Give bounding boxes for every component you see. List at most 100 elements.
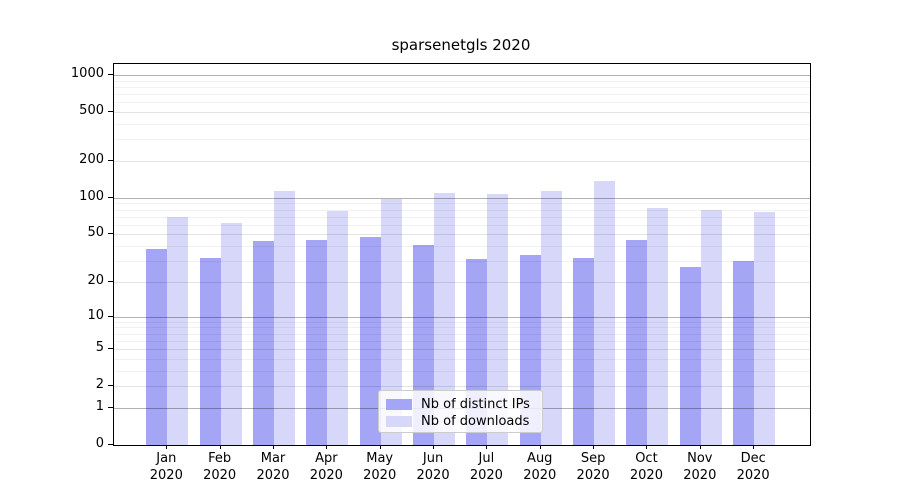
y-tick-mark-1 — [108, 406, 113, 408]
gridline-4 — [114, 358, 810, 360]
y-tick-mark-0 — [108, 444, 113, 445]
gridline-100 — [114, 197, 810, 199]
y-tick-mark-20 — [108, 280, 113, 282]
gridline-5 — [114, 349, 810, 351]
chart-title: sparsenetgls 2020 — [391, 36, 531, 54]
y-tick-label-1: 1 — [95, 398, 104, 414]
gridline-30 — [114, 261, 810, 263]
gridline-2 — [114, 386, 810, 388]
bar-jan-distinct-ips — [146, 248, 168, 445]
gridline-8 — [114, 327, 810, 329]
y-tick-mark-10 — [108, 315, 113, 317]
y-tick-label-20: 20 — [87, 272, 104, 288]
bar-dec-downloads — [754, 212, 776, 445]
bar-jan-downloads — [167, 216, 189, 445]
x-tick-label-jul: Jul 2020 — [469, 451, 503, 483]
x-tick-label-nov: Nov 2020 — [683, 451, 717, 483]
y-tick-label-0: 0 — [95, 436, 104, 451]
x-tick-mark-may — [379, 445, 381, 449]
bar-nov-downloads — [700, 210, 722, 445]
x-tick-mark-sep — [593, 445, 595, 449]
x-tick-label-jun: Jun 2020 — [416, 451, 450, 483]
bar-may-downloads — [380, 198, 402, 445]
gridline-60 — [114, 224, 810, 226]
y-tick-mark-200 — [108, 160, 113, 162]
x-tick-mark-oct — [646, 445, 648, 449]
y-tick-mark-50 — [108, 233, 113, 235]
gridline-80 — [114, 209, 810, 211]
y-tick-mark-5 — [108, 348, 113, 350]
legend-item-distinct-ips: Nb of distinct IPs — [386, 396, 534, 413]
gridline-1000 — [114, 75, 810, 77]
x-tick-mark-nov — [699, 445, 701, 449]
gridline-70 — [114, 216, 810, 218]
gridline-400 — [114, 124, 810, 126]
x-tick-mark-dec — [753, 445, 755, 449]
y-tick-mark-1000 — [108, 74, 113, 76]
gridline-200 — [114, 161, 810, 163]
bar-oct-distinct-ips — [626, 239, 648, 445]
x-tick-mark-feb — [219, 445, 221, 449]
gridline-50 — [114, 234, 810, 236]
legend-swatch-downloads — [386, 416, 412, 427]
bar-jul-downloads — [487, 194, 509, 445]
gridline-6 — [114, 340, 810, 342]
bar-feb-downloads — [220, 223, 242, 445]
plot-area — [113, 63, 811, 446]
gridline-3 — [114, 370, 810, 372]
bar-apr-distinct-ips — [306, 239, 328, 445]
gridline-800 — [114, 86, 810, 88]
bar-sep-downloads — [594, 180, 616, 445]
legend: Nb of distinct IPs Nb of downloads — [378, 390, 543, 433]
bar-oct-downloads — [647, 207, 669, 445]
x-tick-label-sep: Sep 2020 — [576, 451, 610, 483]
gridline-300 — [114, 139, 810, 141]
y-tick-label-500: 500 — [79, 103, 104, 119]
x-tick-label-feb: Feb 2020 — [203, 451, 237, 483]
gridline-90 — [114, 203, 810, 205]
x-tick-label-dec: Dec 2020 — [736, 451, 770, 483]
legend-swatch-distinct-ips — [386, 399, 412, 410]
gridline-600 — [114, 102, 810, 104]
gridline-700 — [114, 94, 810, 96]
gridline-500 — [114, 112, 810, 114]
bar-mar-distinct-ips — [253, 241, 274, 445]
bar-sep-distinct-ips — [573, 257, 595, 445]
y-tick-label-5: 5 — [95, 340, 104, 356]
x-tick-label-jan: Jan 2020 — [149, 451, 183, 483]
x-tick-mark-jul — [486, 445, 488, 449]
bar-apr-downloads — [327, 211, 349, 445]
bar-nov-distinct-ips — [679, 266, 701, 445]
gridline-9 — [114, 321, 810, 323]
y-tick-label-50: 50 — [87, 225, 104, 241]
bar-may-distinct-ips — [359, 236, 381, 445]
gridline-7 — [114, 333, 810, 335]
x-tick-label-mar: Mar 2020 — [256, 451, 290, 483]
y-tick-label-1000: 1000 — [70, 66, 104, 82]
y-tick-label-2: 2 — [95, 377, 104, 393]
legend-label-downloads: Nb of downloads — [421, 414, 530, 429]
bar-aug-downloads — [540, 190, 562, 445]
bar-mar-downloads — [274, 190, 295, 445]
y-tick-label-10: 10 — [87, 307, 104, 323]
gridline-20 — [114, 281, 810, 283]
bar-feb-distinct-ips — [199, 257, 221, 445]
x-tick-label-oct: Oct 2020 — [629, 451, 663, 483]
x-tick-label-may: May 2020 — [363, 451, 397, 483]
y-tick-label-200: 200 — [79, 152, 104, 168]
y-tick-mark-2 — [108, 385, 113, 387]
x-tick-label-apr: Apr 2020 — [309, 451, 343, 483]
legend-label-distinct-ips: Nb of distinct IPs — [421, 397, 530, 412]
y-tick-label-100: 100 — [79, 188, 104, 204]
bar-jun-downloads — [434, 193, 456, 445]
x-tick-mark-apr — [326, 445, 328, 449]
x-tick-mark-mar — [273, 445, 274, 449]
x-tick-mark-jun — [433, 445, 435, 449]
gridline-10 — [114, 316, 810, 318]
y-tick-mark-100 — [108, 196, 113, 198]
gridline-40 — [114, 246, 810, 248]
gridline-900 — [114, 80, 810, 82]
y-tick-mark-500 — [108, 111, 113, 113]
x-tick-mark-aug — [539, 445, 541, 449]
